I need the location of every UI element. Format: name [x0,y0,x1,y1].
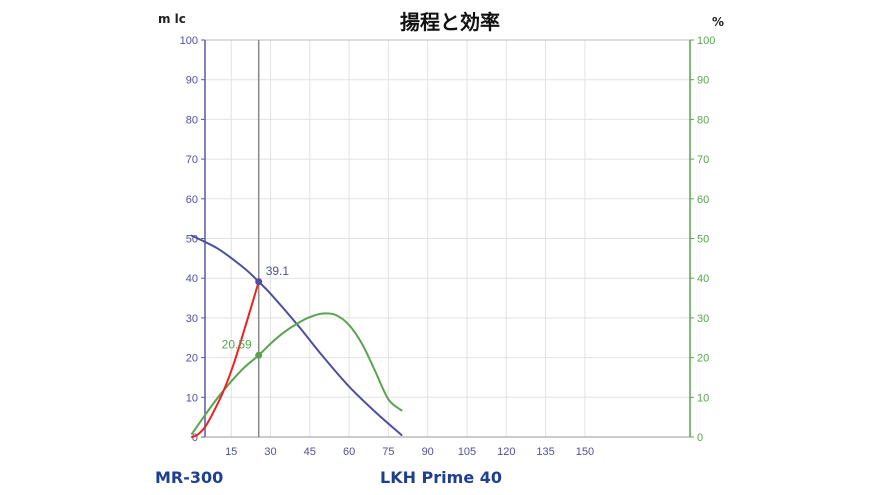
right-y-tick-label: 0 [697,432,703,444]
operating-curve-series [190,280,260,438]
x-tick-label: 60 [343,446,355,458]
right-y-tick-label: 90 [697,75,709,87]
left-y-tick-label: 0 [192,432,198,444]
right-y-tick-label: 100 [697,35,715,47]
right-y-tick-label: 80 [697,114,709,126]
efficiency-operating-point [255,351,263,359]
left-y-tick-label: 30 [186,313,198,325]
head-value-label: 39.1 [266,264,290,278]
model-label: MR-300 [155,468,224,487]
chart-title: 揚程と効率 [400,10,500,34]
head-operating-point [255,278,263,286]
data-labels: 39.1 20.59 [222,264,290,351]
chart-grid [205,39,690,438]
x-tick-label: 45 [304,446,316,458]
left-y-tick-label: 100 [180,35,198,47]
x-tick-label: 135 [536,446,554,458]
efficiency-value-label: 20.59 [222,337,252,351]
right-y-tick-label: 40 [697,273,709,285]
x-tick-labels: 15 30 45 60 75 90 105 120 135 150 [225,446,594,458]
x-tick-label: 120 [497,446,515,458]
right-y-tick-label: 30 [697,313,709,325]
left-y-tick-label: 20 [186,353,198,365]
left-y-tick-label: 70 [186,154,198,166]
left-y-tick-label: 60 [186,194,198,206]
series-layer [190,234,403,438]
x-tick-label: 30 [264,446,276,458]
x-tick-label: 150 [576,446,594,458]
left-y-tick-label: 80 [186,114,198,126]
left-axis-unit-label: m lc [158,12,186,26]
right-y-tick-label: 70 [697,154,709,166]
left-y-tick-label: 90 [186,75,198,87]
left-y-tick-label: 40 [186,273,198,285]
right-y-tick-label: 20 [697,353,709,365]
operating-point-markers [255,278,263,359]
right-y-tick-labels: 0 10 20 30 40 50 60 70 80 90 100 [690,35,715,444]
x-tick-label: 15 [225,446,237,458]
right-axis-unit-label: % [712,15,724,29]
x-tick-label: 90 [422,446,434,458]
right-y-tick-label: 50 [697,234,709,246]
head-curve-series [190,234,403,437]
x-tick-label: 105 [458,446,476,458]
left-y-tick-label: 10 [186,392,198,404]
right-y-tick-label: 60 [697,194,709,206]
pump-name-label: LKH Prime 40 [380,468,503,487]
right-y-tick-label: 10 [697,392,709,404]
efficiency-curve-series [190,312,403,435]
x-tick-label: 75 [382,446,394,458]
